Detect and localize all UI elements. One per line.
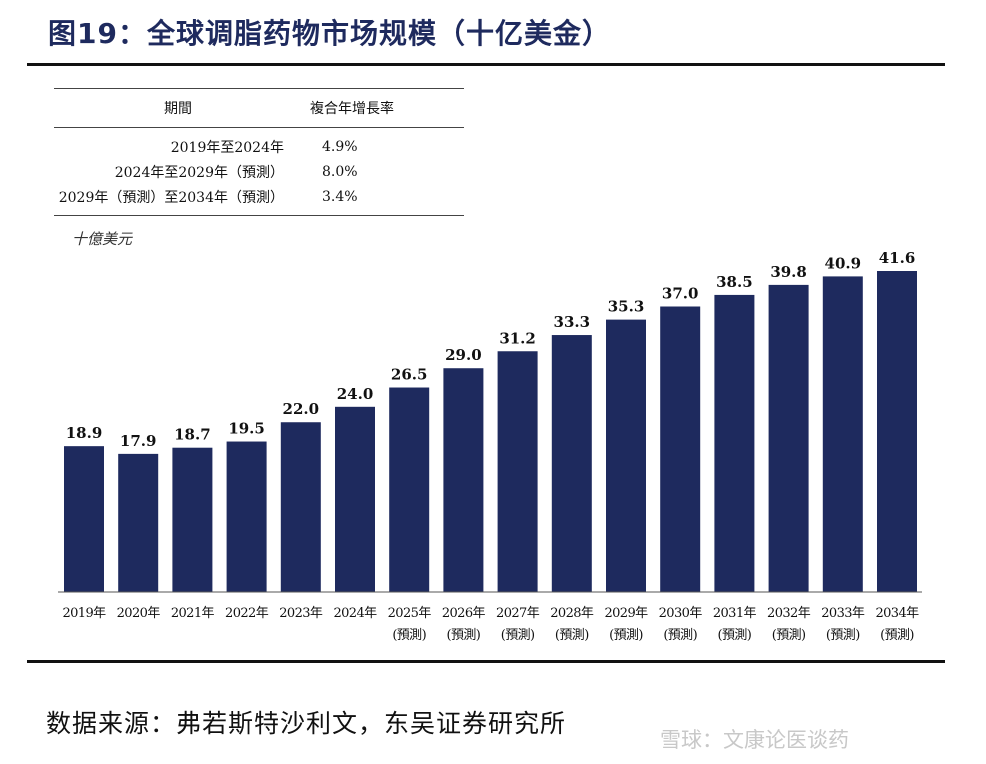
source-note: 数据来源：弗若斯特沙利文，东吴证券研究所 [46, 709, 567, 738]
x-tick-sublabel: (預測) [718, 628, 752, 643]
x-tick-sublabel: (預測) [555, 628, 589, 643]
table-row: 2029年（預測）至2034年（預測） 3.4% [54, 184, 464, 209]
row-period: 2019年至2024年 [170, 139, 284, 156]
table-row: 2024年至2029年（預測） 8.0% [54, 159, 464, 184]
data-label: 33.3 [554, 313, 591, 331]
row-rate: 3.4% [322, 188, 358, 205]
x-tick-sublabel: (預測) [826, 628, 860, 643]
x-tick-label: 2029年 [604, 606, 648, 621]
x-tick-label: 2033年 [821, 606, 865, 621]
header-cagr: 複合年增長率 [310, 101, 394, 117]
x-tick-label: 2032年 [767, 606, 811, 621]
bar [606, 319, 646, 592]
x-tick-label: 2028年 [550, 606, 594, 621]
bar [497, 351, 538, 592]
x-tick-sublabel: (預測) [663, 628, 697, 643]
x-tick-sublabel: (預測) [392, 628, 426, 643]
top-rule [27, 63, 945, 66]
data-label: 29.0 [445, 346, 482, 364]
x-tick-label: 2024年 [333, 606, 377, 621]
data-label: 18.9 [66, 424, 103, 442]
data-label: 22.0 [283, 400, 320, 418]
x-tick-label: 2020年 [117, 606, 161, 621]
bar [335, 406, 375, 592]
table-body: 2019年至2024年 4.9% 2024年至2029年（預測） 8.0% 20… [54, 128, 464, 215]
row-rate: 4.9% [322, 138, 358, 155]
cagr-table: 期間 複合年增長率 2019年至2024年 4.9% 2024年至2029年（預… [54, 88, 464, 216]
table-row: 2019年至2024年 4.9% [54, 134, 464, 159]
x-tick-label: 2034年 [875, 606, 919, 621]
bar [172, 447, 213, 592]
x-tick-sublabel: (預測) [501, 628, 535, 643]
data-label: 37.0 [662, 284, 699, 302]
x-tick-label: 2030年 [659, 606, 703, 621]
x-tick-sublabel: (預測) [880, 628, 914, 643]
x-tick-label: 2025年 [388, 606, 432, 621]
data-label: 19.5 [228, 420, 265, 438]
data-label: 18.7 [174, 426, 211, 444]
table-top-line [54, 88, 464, 89]
data-label: 40.9 [825, 254, 862, 272]
data-label: 38.5 [716, 273, 753, 291]
bar [280, 422, 321, 592]
bar [443, 368, 484, 592]
header-period: 期間 [164, 101, 192, 117]
data-label: 35.3 [608, 298, 645, 316]
table-header-line [54, 127, 464, 128]
bar [714, 294, 755, 592]
bar [118, 453, 159, 592]
bar [389, 387, 430, 592]
x-tick-label: 2022年 [225, 606, 269, 621]
row-period: 2029年（預測）至2034年（預測） [58, 189, 284, 206]
data-label: 24.0 [337, 385, 374, 403]
bar [768, 284, 809, 592]
x-tick-label: 2019年 [62, 606, 106, 621]
bar [877, 271, 917, 592]
data-label: 39.8 [770, 263, 807, 281]
row-period: 2024年至2029年（預測） [114, 164, 284, 181]
table-header-row: 期間 複合年增長率 [54, 89, 464, 127]
table-bottom-line [54, 215, 464, 216]
bar [226, 441, 267, 592]
data-label: 41.6 [879, 249, 916, 267]
x-tick-label: 2023年 [279, 606, 323, 621]
watermark-text: 雪球：文康论医谈药 [660, 728, 849, 752]
x-tick-label: 2026年 [442, 606, 486, 621]
x-tick-label: 2027年 [496, 606, 540, 621]
bar [551, 335, 592, 592]
bar [822, 276, 863, 592]
x-tick-label: 2021年 [171, 606, 215, 621]
figure-title: 图19：全球调脂药物市场规模（十亿美金） [48, 17, 611, 50]
bar [64, 446, 104, 592]
data-label: 26.5 [391, 366, 428, 384]
x-tick-label: 2031年 [713, 606, 757, 621]
bar [660, 306, 701, 592]
row-rate: 8.0% [322, 163, 358, 180]
x-tick-sublabel: (預測) [447, 628, 481, 643]
data-label: 31.2 [499, 329, 536, 347]
bottom-rule [27, 660, 945, 663]
data-label: 17.9 [120, 432, 157, 450]
unit-label: 十億美元 [72, 230, 133, 248]
x-tick-sublabel: (預測) [772, 628, 806, 643]
x-tick-sublabel: (預測) [609, 628, 643, 643]
